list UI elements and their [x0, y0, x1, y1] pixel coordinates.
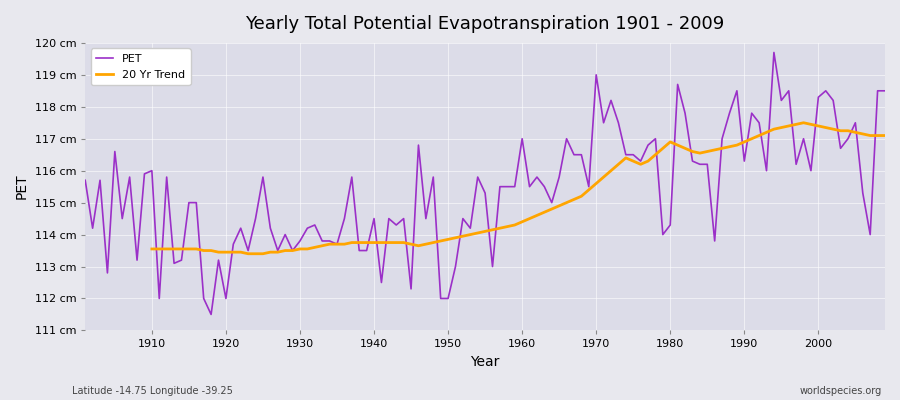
Line: 20 Yr Trend: 20 Yr Trend [152, 123, 885, 254]
Line: PET: PET [86, 52, 885, 314]
20 Yr Trend [147, 246, 158, 251]
20 Yr Trend [532, 213, 543, 218]
X-axis label: Year: Year [471, 355, 500, 369]
PET [524, 184, 535, 189]
PET [206, 312, 217, 317]
PET [310, 222, 320, 227]
PET [354, 248, 364, 253]
Text: Latitude -14.75 Longitude -39.25: Latitude -14.75 Longitude -39.25 [72, 386, 233, 396]
20 Yr Trend [590, 181, 601, 186]
PET [517, 136, 527, 141]
20 Yr Trend [324, 242, 335, 246]
20 Yr Trend [294, 246, 305, 251]
20 Yr Trend [835, 128, 846, 133]
Title: Yearly Total Potential Evapotranspiration 1901 - 2009: Yearly Total Potential Evapotranspiratio… [246, 15, 724, 33]
Text: worldspecies.org: worldspecies.org [800, 386, 882, 396]
PET [769, 50, 779, 55]
PET [613, 120, 624, 125]
20 Yr Trend [243, 251, 254, 256]
20 Yr Trend [858, 132, 868, 136]
20 Yr Trend [879, 133, 890, 138]
PET [879, 88, 890, 93]
Legend: PET, 20 Yr Trend: PET, 20 Yr Trend [91, 48, 191, 85]
PET [80, 178, 91, 183]
PET [140, 172, 150, 176]
20 Yr Trend [798, 120, 809, 125]
Y-axis label: PET: PET [15, 174, 29, 200]
